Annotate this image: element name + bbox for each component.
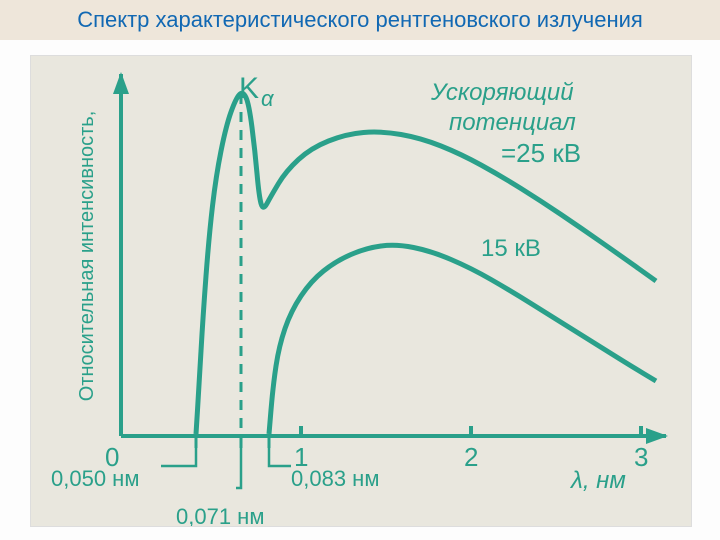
- y-axis-arrow: [113, 72, 129, 94]
- potential-line2: потенциал: [449, 109, 576, 136]
- curve-15kv-label: 15 кВ: [481, 235, 541, 262]
- page-root: Спектр характеристического рентгеновског…: [0, 0, 720, 540]
- wavelength-label: 0,050 нм: [51, 466, 139, 491]
- potential-value: =25 кВ: [501, 138, 581, 168]
- x-axis-label: λ, нм: [569, 467, 626, 494]
- wavelength-leader: [161, 448, 196, 466]
- axes: [113, 72, 668, 444]
- y-axis-label: Относительная интенсивность,: [76, 111, 98, 402]
- accelerating-potential-label: Ускоряющий потенциал =25 кВ: [430, 79, 581, 168]
- wavelength-leader: [236, 448, 241, 488]
- wavelength-label: 0,071 нм: [176, 504, 264, 526]
- curve-15kv: [269, 245, 656, 434]
- x-tick-label: 2: [464, 442, 478, 472]
- wavelength-leader: [269, 448, 291, 466]
- x-axis-arrow: [646, 428, 668, 444]
- page-title: Спектр характеристического рентгеновског…: [77, 7, 643, 33]
- chart-svg: 123 0,050 нм0,071 нм0,083 нм Относительн…: [31, 56, 691, 526]
- k-alpha-label: K α: [239, 72, 275, 111]
- wavelength-label: 0,083 нм: [291, 466, 379, 491]
- potential-line1: Ускоряющий: [430, 79, 574, 106]
- wavelength-markers: 0,050 нм 0,071 нм 0,083 нм: [51, 436, 379, 526]
- title-bar: Спектр характеристического рентгеновског…: [0, 0, 720, 40]
- origin-zero-label: 0: [105, 442, 119, 472]
- k-alpha-sub: α: [261, 86, 275, 111]
- x-tick-label: 3: [634, 442, 648, 472]
- k-alpha-k: K: [239, 72, 259, 105]
- curve-25kv: [196, 93, 656, 434]
- scan-background: 123 0,050 нм0,071 нм0,083 нм Относительн…: [30, 55, 692, 527]
